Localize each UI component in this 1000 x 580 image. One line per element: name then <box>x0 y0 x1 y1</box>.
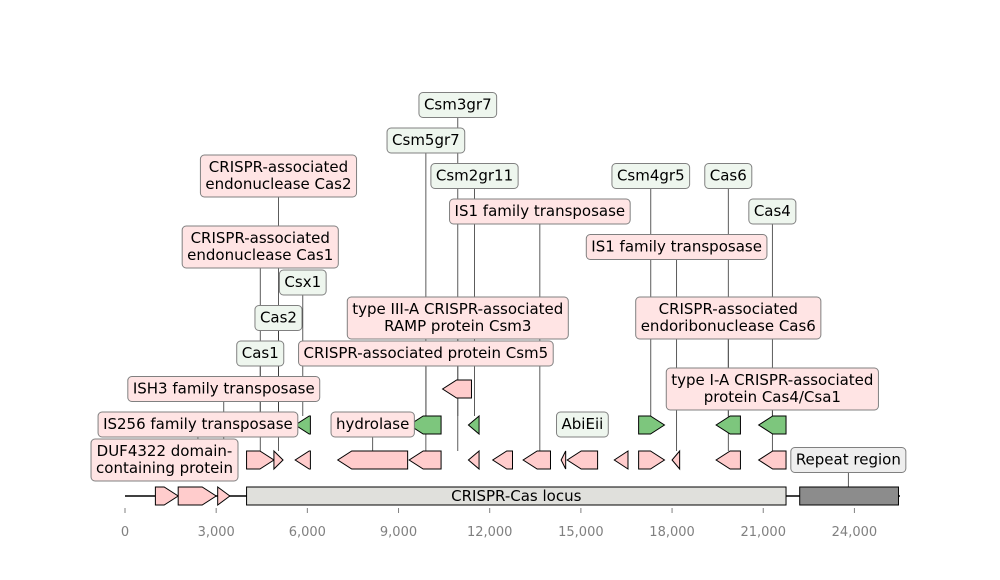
annotation-label: Csm5gr7 <box>392 131 460 149</box>
annotation-label: Cas6 <box>710 167 747 185</box>
gene-arrow <box>154 486 180 506</box>
x-axis: 0 3,000 6,000 9,000 12,000 15,000 18,000 21,000… <box>121 508 877 540</box>
domain-arrow <box>638 415 666 435</box>
tick-label: 24,000 <box>832 525 878 540</box>
annotation-box <box>418 92 498 118</box>
gene-arrow <box>217 486 231 506</box>
tick-label: 12,000 <box>467 525 513 540</box>
tick-label: 3,000 <box>198 525 235 540</box>
gene-arrow <box>246 450 275 470</box>
annotation-box <box>386 127 466 154</box>
region-label: CRISPR-Cas locus <box>451 487 581 505</box>
annotation-box <box>330 411 415 438</box>
annotation-box <box>278 269 327 296</box>
gene-arrow <box>441 379 472 399</box>
annotation-label: IS1 family transposase <box>591 238 762 256</box>
gene-arrow <box>408 450 442 470</box>
tick-label: 18,000 <box>649 525 695 540</box>
annotation-box <box>556 411 609 438</box>
domain-arrow <box>467 414 480 436</box>
gene-arrow <box>560 450 567 470</box>
annotation-label: Csx1 <box>284 273 321 291</box>
gene-arrow <box>491 450 513 470</box>
annotation-box <box>236 340 285 367</box>
gene-arrow <box>467 449 480 471</box>
tick-label: 21,000 <box>740 525 786 540</box>
annotation-box <box>346 296 569 340</box>
annotation-label: CRISPR-associated endonuclease Cas1 <box>187 229 333 264</box>
domain-arrow <box>715 415 741 435</box>
annotation-label: Cas1 <box>242 344 279 362</box>
domain-arrow <box>408 415 442 435</box>
annotation-label: Cas4 <box>754 202 791 220</box>
annotation-box <box>704 163 753 189</box>
gene-arrow <box>715 450 741 470</box>
annotation-label: Cas2 <box>260 309 297 327</box>
annotation-box <box>635 296 822 340</box>
annotation-label: Csm3gr7 <box>424 96 492 114</box>
annotation-box <box>449 198 631 225</box>
annotation-box <box>90 438 239 482</box>
annotation-label: CRISPR-associated endoribonuclease Cas6 <box>641 300 816 335</box>
annotation-label: DUF4322 domain-containing protein <box>96 442 233 477</box>
gene-arrow <box>177 486 218 506</box>
domain-arrow <box>294 415 311 435</box>
annotation-label: CRISPR-associated protein Csm5 <box>304 344 549 362</box>
annotation-label: Csm4gr5 <box>617 167 685 185</box>
gene-arrow <box>671 449 681 471</box>
annotation-label: Csm2gr11 <box>436 167 513 185</box>
annotation-label: IS256 family transposase <box>103 415 293 433</box>
region-box <box>799 486 899 506</box>
annotation-box <box>199 154 358 198</box>
domain-arrow <box>757 415 787 435</box>
tick-label: 0 <box>121 525 129 540</box>
gene-arrow <box>566 450 599 470</box>
annotation-label: hydrolase <box>336 415 409 433</box>
gene-arrow <box>757 450 787 470</box>
annotation-box <box>748 198 797 225</box>
gene-arrow <box>522 450 551 470</box>
annotation-box <box>127 376 321 402</box>
annotation-label: Repeat region <box>796 451 901 469</box>
tick-label: 6,000 <box>289 525 326 540</box>
annotation-box <box>790 447 907 473</box>
annotation-box <box>298 340 554 367</box>
annotation-label: AbiEii <box>562 415 604 433</box>
annotation-box <box>254 305 303 331</box>
gene-arrow <box>638 450 666 470</box>
tick-label: 9,000 <box>380 525 417 540</box>
annotation-label: type III-A CRISPR-associated RAMP protein… <box>352 300 563 335</box>
annotation-label: IS1 family transposase <box>455 202 626 220</box>
annotation-label: CRISPR-associated endonuclease Cas2 <box>205 158 351 193</box>
annotation-labels: DUF4322 domain-containing protein IS256 f… <box>90 92 907 482</box>
gene-track: CRISPR-Cas locus <box>125 344 900 506</box>
gene-arrow <box>294 450 311 470</box>
annotation-box <box>430 163 519 189</box>
gene-arrow <box>336 450 409 470</box>
annotation-box <box>97 411 299 438</box>
annotation-box <box>585 234 768 260</box>
annotation-box <box>611 163 691 189</box>
annotation-label: type I-A CRISPR-associated protein Cas4/C… <box>671 371 873 406</box>
region-box <box>246 486 787 506</box>
gene-arrow <box>273 449 284 471</box>
annotation-box <box>665 367 879 411</box>
gene-arrow <box>613 450 629 470</box>
annotation-label: ISH3 family transposase <box>133 380 315 398</box>
annotation-box <box>181 225 339 269</box>
tick-label: 15,000 <box>558 525 604 540</box>
